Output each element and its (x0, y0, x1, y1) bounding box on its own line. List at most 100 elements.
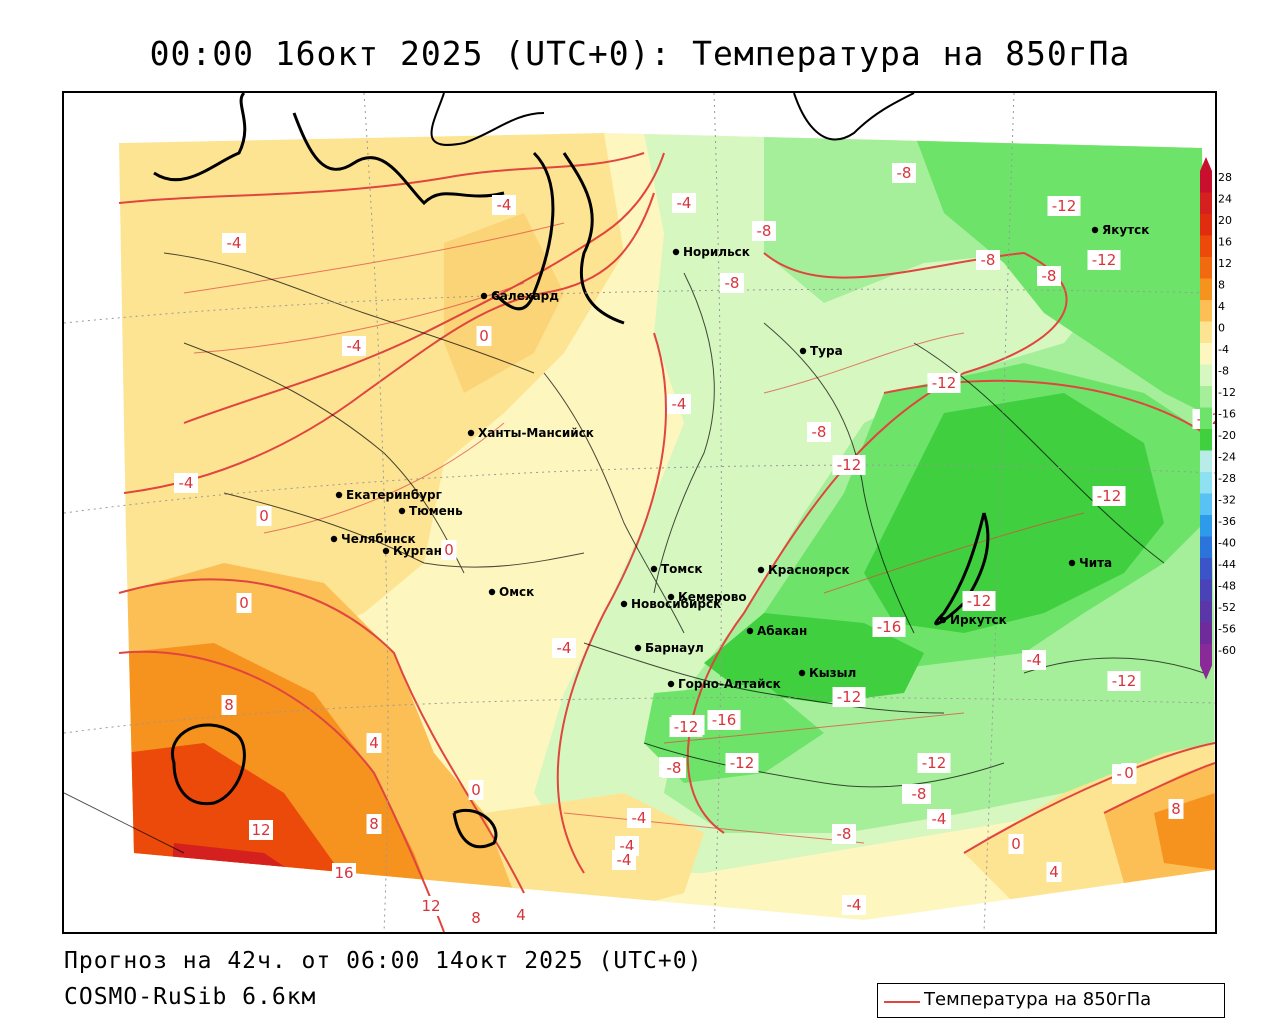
contour-label-text: 0 (444, 541, 454, 559)
contour-label-box (927, 373, 961, 393)
city-marker[interactable]: Норильск (672, 245, 750, 259)
city-dot (650, 565, 658, 573)
city-marker[interactable]: Ханты-Мансийск (467, 426, 594, 440)
contour-label: 8 (221, 695, 237, 715)
city-name: Омск (499, 585, 534, 599)
contour-label-text: -4 (932, 810, 947, 828)
city-dot (480, 292, 488, 300)
city-dot (939, 616, 947, 624)
contour-label-box (174, 473, 198, 493)
contour-label-text: -8 (1042, 267, 1057, 285)
contour-label-box (1121, 763, 1137, 783)
contour-label: 0 (236, 593, 252, 613)
colorbar-segment (1200, 171, 1212, 193)
city-dot (757, 566, 765, 574)
city-marker[interactable]: Абакан (746, 624, 807, 638)
contour-label: -4 (672, 193, 696, 213)
contour-label-text: -12 (1097, 487, 1122, 505)
contour-label-box (752, 221, 776, 241)
contour-label-text: -12 (922, 754, 947, 772)
contour-label: -8 (752, 221, 776, 241)
city-marker[interactable]: Иркутск (939, 613, 1007, 627)
admin-borders (64, 252, 1205, 854)
isotherm-thin-lines (183, 222, 1085, 844)
contour-label-box (441, 540, 457, 560)
city-marker[interactable]: Барнаул (634, 641, 704, 655)
city-dot (634, 644, 642, 652)
city-marker[interactable]: Челябинск (330, 532, 416, 546)
city-dot (330, 535, 338, 543)
colorbar-segment (1200, 386, 1212, 408)
contour-label: 8 (468, 908, 484, 928)
temperature-fill (119, 133, 1215, 920)
city-marker[interactable]: Якутск (1091, 223, 1150, 237)
contour-label-box (1168, 799, 1184, 819)
contour-label: 0 (441, 540, 457, 560)
contour-label-text: -12 (1092, 251, 1117, 269)
city-marker[interactable]: Омск (488, 585, 534, 599)
contour-label: 0 (256, 506, 272, 526)
colorbar-tick-label: 20 (1218, 214, 1232, 227)
city-name: Иркутск (950, 613, 1007, 627)
contour-label-text: -16 (712, 711, 737, 729)
contour-label-text: 8 (369, 815, 379, 833)
contour-label-text: -4 (179, 474, 194, 492)
contour-label: -8 (907, 784, 931, 804)
city-marker[interactable]: Томск (650, 562, 703, 576)
series-legend: Температура на 850гПа (877, 983, 1225, 1018)
city-marker[interactable]: Кемерово (667, 590, 747, 604)
city-marker[interactable]: Чита (1068, 556, 1112, 570)
contour-label: -4 (627, 808, 651, 828)
contour-label: -8 (1037, 266, 1061, 286)
city-dot (488, 588, 496, 596)
contour-label: -12 (832, 687, 866, 707)
contour-label-box (1087, 250, 1121, 270)
colorbar-segment (1200, 214, 1212, 236)
colorbar-segment (1200, 644, 1212, 666)
contour-label: -8 (832, 824, 856, 844)
contour-label-text: -8 (725, 274, 740, 292)
colorbar-tick-label: -28 (1218, 472, 1236, 485)
contour-label-text: -4 (632, 809, 647, 827)
contour-label-box (366, 814, 382, 834)
city-marker[interactable]: Новосибирск (620, 597, 721, 611)
contour-label: -4 (222, 233, 246, 253)
colorbar-tick-label: -20 (1218, 429, 1236, 442)
colorbar-segment (1200, 536, 1212, 558)
contour-label-box (1037, 266, 1061, 286)
city-name: Тура (810, 344, 843, 358)
contour-label-box (513, 905, 529, 925)
contour-label: 12 (249, 820, 273, 840)
city-marker[interactable]: Горно-Алтайск (667, 677, 781, 691)
contour-label-text: -4 (847, 896, 862, 914)
temperature-map[interactable]: Салехард Норильск Якутск Тура Ханты-Мансийск… (62, 91, 1217, 934)
colorbar-segment (1200, 558, 1212, 580)
contour-label: 0 (1121, 763, 1137, 783)
contour-label-box (221, 695, 237, 715)
colorbar-segment (1200, 300, 1212, 322)
contour-label: -16 (872, 617, 906, 637)
contour-labels-layer: -4 -4 -4 0 -4 -8 -8 -8 -12 -8 -8 -12 -12 -4 -8 -12 -12 -1… (174, 163, 1215, 928)
colorbar-top-arrow (1200, 157, 1212, 171)
city-marker[interactable]: Кызыл (798, 666, 856, 680)
city-marker[interactable]: Тура (799, 344, 843, 358)
colorbar-tick-label: 4 (1218, 300, 1225, 313)
coastline (153, 93, 990, 849)
city-marker[interactable]: Тюмень (398, 504, 463, 518)
city-marker[interactable]: Салехард (480, 289, 559, 303)
contour-label-text: -12 (1052, 197, 1077, 215)
city-marker[interactable]: Красноярск (757, 563, 850, 577)
contour-label-text: 0 (1124, 764, 1134, 782)
contour-label-text: -8 (667, 759, 682, 777)
city-name: Салехард (491, 289, 559, 303)
city-dot (799, 347, 807, 355)
contour-label: 0 (476, 326, 492, 346)
contour-label-box (669, 717, 703, 737)
city-marker[interactable]: Екатеринбург (335, 488, 442, 502)
colorbar-tick-label: -4 (1218, 343, 1229, 356)
contour-label: -16 (707, 710, 741, 730)
contour-label: -4 (842, 895, 866, 915)
city-marker[interactable]: Курган (382, 544, 442, 558)
contour-label-text: -4 (227, 234, 242, 252)
contour-label-text: -8 (897, 164, 912, 182)
